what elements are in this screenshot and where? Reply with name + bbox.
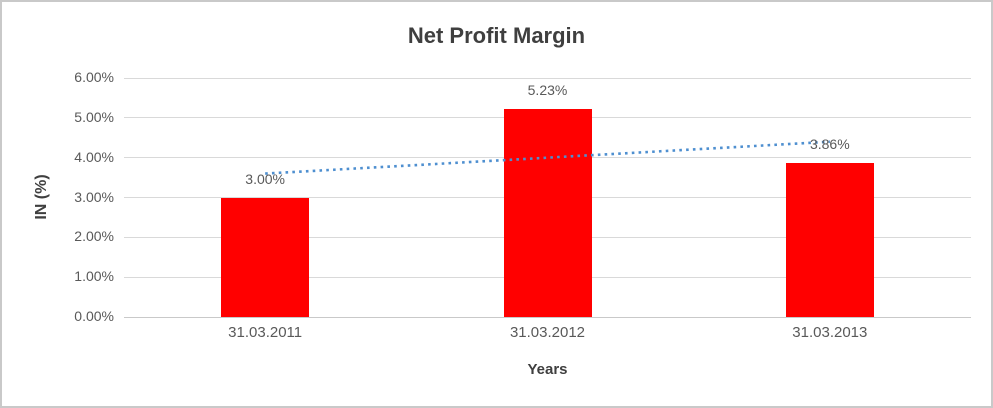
y-tick-label: 5.00% [74, 108, 114, 125]
gridline [124, 77, 971, 79]
bar [221, 197, 310, 317]
data-label: 3.00% [245, 170, 285, 187]
bar [785, 163, 874, 317]
y-tick-label: 4.00% [74, 148, 114, 165]
trendline [265, 140, 830, 175]
x-tick-label: 31.03.2012 [509, 324, 586, 341]
trendline-path [265, 140, 830, 175]
gridline [124, 316, 971, 318]
y-tick-label: 6.00% [74, 69, 114, 85]
x-axis-title: Years [527, 361, 568, 378]
y-tick-label: 1.00% [74, 268, 114, 285]
x-tick-label: 31.03.2011 [228, 324, 303, 341]
y-tick-label: 0.00% [74, 308, 114, 324]
chart-title: Net Profit Margin [407, 23, 586, 48]
plot-area: 3.00% 5.23% 3.86% [124, 77, 971, 318]
y-tick-label: 2.00% [74, 228, 114, 245]
y-tick-label: 3.00% [74, 188, 114, 205]
data-label: 3.86% [809, 136, 850, 153]
data-label: 5.23% [527, 81, 568, 98]
x-tick-label: 31.03.2013 [792, 324, 868, 341]
bar [503, 108, 592, 317]
